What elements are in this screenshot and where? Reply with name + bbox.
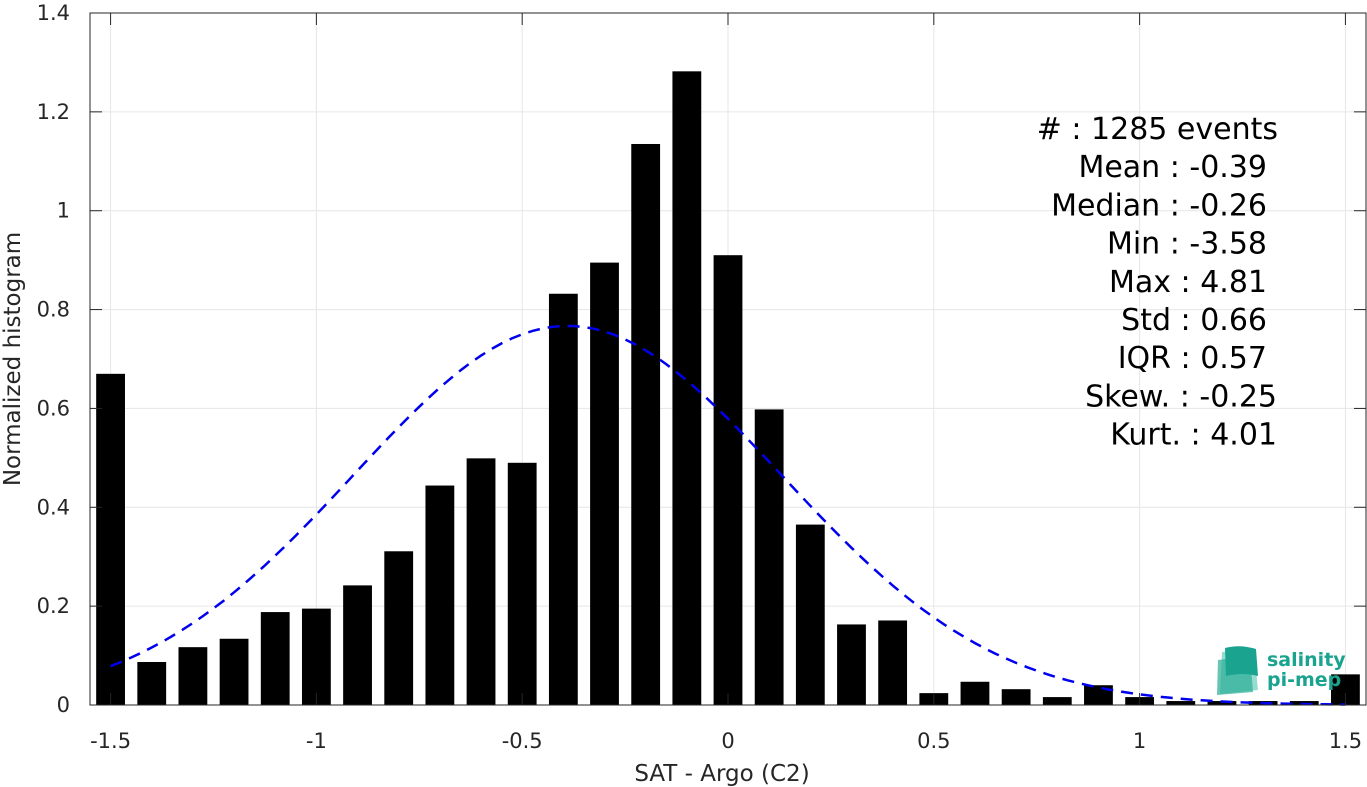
logo-line-2: pi-mep [1267, 669, 1341, 691]
histogram-bar [260, 612, 290, 705]
y-tick-label: 0.2 [37, 594, 70, 618]
x-tick-label: 1 [1133, 729, 1146, 753]
logo-line-1: salinity [1267, 649, 1346, 671]
stats-line: Mean : -0.39 [1078, 150, 1267, 185]
histogram-bar [631, 143, 661, 705]
x-tick-label: 0.5 [917, 729, 950, 753]
histogram-bar [384, 551, 414, 705]
histogram-bar [178, 647, 208, 705]
histogram-bar [837, 624, 866, 705]
y-axis-label: Normalized histogram [0, 232, 26, 486]
y-tick-label: 1 [57, 199, 70, 223]
stats-line: Median : -0.26 [1051, 188, 1267, 223]
histogram-bar [219, 638, 249, 705]
histogram-bar [137, 661, 167, 705]
histogram-bar [1042, 697, 1072, 705]
histogram-bar [1001, 689, 1031, 705]
y-tick-label: 0 [57, 693, 70, 717]
stats-line: Max : 4.81 [1109, 265, 1267, 300]
histogram-bar [96, 373, 125, 705]
x-tick-label: -1.5 [90, 729, 131, 753]
gaussian-fit-curve [110, 324, 1346, 706]
histogram-bar [754, 409, 784, 705]
histogram-bar [343, 585, 372, 705]
stats-line: # : 1285 events [1037, 112, 1278, 147]
histogram-bar [466, 458, 496, 705]
histogram-bar [507, 462, 537, 705]
x-tick-label: -1 [306, 729, 327, 753]
histogram-bar [1207, 701, 1237, 705]
histogram-bar [795, 524, 825, 705]
histogram-bar [878, 620, 908, 705]
stats-line: Skew. : -0.25 [1085, 379, 1277, 414]
salinity-pi-mep-logo: salinity pi-mep [1217, 646, 1346, 695]
stats-line: Kurt. : 4.01 [1110, 418, 1277, 453]
x-tick-label: -0.5 [502, 729, 543, 753]
histogram-bar [1166, 701, 1196, 705]
histogram-bar [425, 485, 455, 705]
histogram-bar [548, 293, 578, 705]
y-tick-label: 0.4 [37, 495, 70, 519]
histogram-bar [960, 681, 990, 705]
x-axis-label: SAT - Argo (C2) [634, 761, 809, 787]
y-tick-label: 0.8 [37, 298, 70, 322]
bars-group [96, 71, 1360, 706]
stats-line: Min : -3.58 [1107, 227, 1267, 262]
histogram-bar [713, 255, 743, 705]
histogram-bar [590, 262, 619, 705]
y-tick-label: 0.6 [37, 396, 70, 420]
x-tick-label: 1.5 [1329, 729, 1362, 753]
stats-line: IQR : 0.57 [1118, 341, 1267, 376]
y-tick-labels: 0 0.2 0.4 0.6 0.8 1 1.2 1.4 [37, 1, 70, 717]
y-tick-label: 1.2 [37, 100, 70, 124]
axes-frame [89, 12, 1367, 706]
stats-line: Std : 0.66 [1121, 303, 1267, 338]
x-tick-labels: -1.5 -1 -0.5 0 0.5 1 1.5 [90, 729, 1362, 753]
y-tick-label: 1.4 [37, 1, 70, 25]
logo-wave-icon [1217, 646, 1258, 695]
histogram-bar [301, 608, 331, 705]
x-tick-label: 0 [721, 729, 734, 753]
